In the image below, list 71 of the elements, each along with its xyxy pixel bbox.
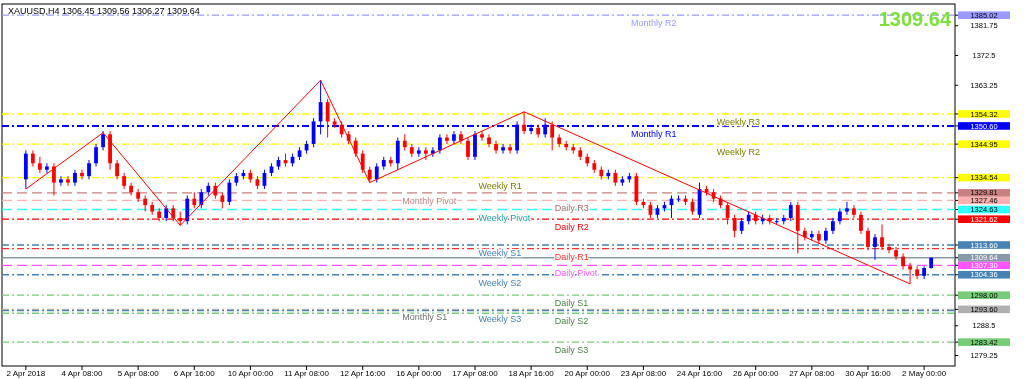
candlestick	[101, 130, 105, 151]
x-tick-label: 24 Apr 16:00	[676, 369, 723, 378]
candlestick	[80, 169, 84, 180]
x-tick-label: 26 Apr 00:00	[733, 369, 779, 378]
candlestick	[894, 246, 898, 261]
candlestick	[880, 223, 884, 251]
candlestick	[494, 140, 498, 155]
candlestick	[325, 98, 330, 139]
candlestick	[66, 175, 70, 187]
chart-title: XAUUSD,H4 1306.45 1309.56 1306.27 1309.64	[8, 6, 200, 16]
candlestick	[501, 143, 505, 155]
ref-line-label: Monthly R2	[630, 18, 677, 29]
candlestick	[887, 243, 891, 254]
candlestick	[873, 233, 877, 261]
candlestick	[466, 137, 470, 161]
ref-line-label: Daily S1	[554, 298, 589, 309]
candlestick	[445, 133, 449, 145]
x-tick-label: 30 Apr 16:00	[845, 369, 892, 378]
candlestick	[52, 162, 56, 196]
ref-line-label: Weekly R1	[478, 180, 522, 191]
candlestick	[550, 120, 555, 151]
candlestick	[115, 159, 119, 180]
candlestick	[438, 133, 442, 155]
ref-line-label: Monthly S1	[402, 312, 448, 323]
candlestick	[473, 130, 477, 161]
candlestick	[487, 133, 491, 148]
candlestick	[59, 175, 63, 187]
ref-line-label: Weekly R2	[716, 147, 761, 158]
candlestick	[522, 111, 527, 135]
candlestick	[94, 143, 98, 167]
x-tick-label: 2 May 00:00	[902, 369, 947, 378]
x-tick-label: 18 Apr 16:00	[508, 369, 555, 378]
candlestick	[38, 156, 42, 174]
candlestick	[227, 178, 232, 206]
x-tick-label: 4 Apr 08:00	[61, 369, 104, 378]
candlestick	[129, 182, 134, 196]
candlestick	[423, 146, 428, 161]
ref-line-label: Weekly S1	[478, 248, 522, 259]
x-tick-label: 12 Apr 16:00	[340, 369, 386, 378]
ref-line-label: Weekly S2	[478, 277, 522, 288]
candlestick	[480, 130, 484, 142]
x-tick-label: 27 Apr 08:00	[789, 369, 836, 378]
ref-line-label: Weekly S3	[478, 313, 522, 324]
x-tick-label: 5 Apr 08:00	[117, 369, 160, 378]
x-tick-label: 17 Apr 08:00	[452, 369, 499, 378]
candlestick	[915, 265, 919, 280]
candlestick	[45, 162, 49, 174]
candlestick	[508, 143, 512, 155]
x-tick-label: 6 Apr 16:00	[173, 369, 216, 378]
candlestick	[866, 227, 870, 251]
x-tick-label: 20 Apr 00:00	[564, 369, 611, 378]
ref-line-label: Daily S3	[554, 345, 589, 356]
candlestick	[185, 194, 190, 225]
ref-line-label: Weekly R3	[716, 116, 761, 127]
candlestick	[374, 162, 379, 184]
candlestick	[360, 149, 365, 174]
x-tick-label: 23 Apr 08:00	[620, 369, 667, 378]
candlestick	[353, 137, 358, 158]
x-tick-label: 2 Apr 2018	[6, 369, 46, 378]
x-tick-label: 11 Apr 08:00	[284, 369, 330, 378]
candlestick	[395, 137, 400, 171]
candlestick	[788, 201, 793, 222]
ref-line-label: Daily S2	[554, 316, 589, 327]
x-tick-label: 16 Apr 00:00	[396, 369, 443, 378]
ref-line-label: Monthly R1	[630, 128, 677, 139]
candlestick	[845, 201, 849, 216]
ref-line-label: Daily R2	[554, 222, 589, 233]
annotation: 1309.64	[878, 8, 952, 30]
candlestick	[87, 159, 91, 180]
candlestick	[136, 188, 141, 203]
x-tick-label: 10 Apr 00:00	[227, 369, 274, 378]
